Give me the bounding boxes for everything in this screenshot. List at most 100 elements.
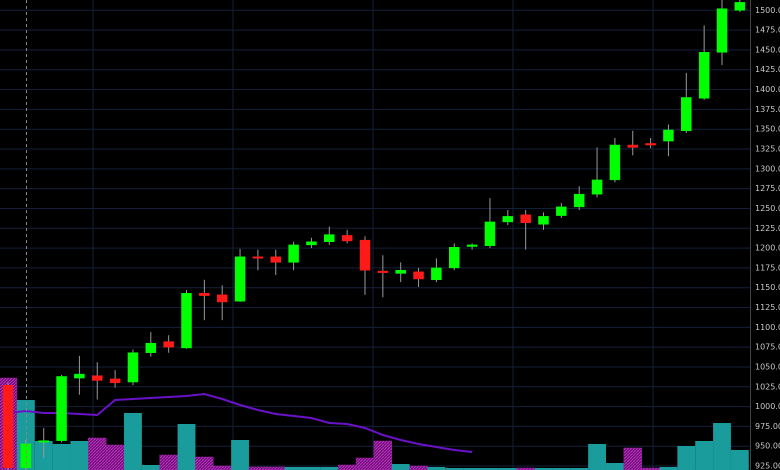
candle-body: [538, 216, 549, 225]
volume-bar: [337, 464, 357, 470]
y-tick-label: 925.00: [755, 462, 780, 470]
volume-bar: [481, 468, 499, 470]
volume-bar: [605, 463, 624, 470]
y-tick-label: 1500.00: [755, 6, 780, 15]
y-tick-label: 1475.00: [755, 26, 780, 35]
candle-body: [306, 241, 317, 246]
y-tick-label: 1350.00: [755, 125, 780, 134]
y-tick-label: 1325.00: [755, 145, 780, 154]
candle-body: [698, 52, 710, 99]
y-tick-label: 1275.00: [755, 184, 780, 193]
y-tick-label: 1375.00: [755, 105, 780, 114]
y-tick-label: 1200.00: [755, 244, 780, 253]
volume-bar: [159, 454, 178, 470]
candle-body: [466, 244, 478, 247]
candle-body: [163, 341, 174, 348]
candle-body: [484, 221, 496, 246]
volume-bar: [463, 468, 482, 470]
volume-average-line: [7, 392, 473, 453]
volume-bar: [52, 444, 71, 470]
candle-body: [431, 267, 442, 281]
candle-body: [199, 293, 210, 296]
y-tick-label: 1100.00: [755, 323, 780, 332]
candle-body: [20, 443, 32, 468]
volume-bar: [391, 464, 410, 470]
y-tick-label: 1125.00: [755, 303, 780, 312]
volume-bar: [141, 465, 160, 470]
candle-body: [109, 378, 121, 384]
volume-bar: [355, 457, 375, 470]
y-tick-label: 1000.00: [755, 402, 780, 411]
y-tick-label: 1450.00: [755, 45, 780, 54]
y-tick-label: 1050.00: [755, 362, 780, 371]
volume-bar: [213, 465, 232, 470]
candle-body: [377, 270, 389, 273]
candle-body: [627, 144, 638, 148]
volume-bar: [570, 468, 589, 470]
y-tick-label: 1075.00: [755, 343, 780, 352]
candle-body: [449, 247, 460, 269]
candle-body: [395, 270, 406, 274]
candle-body: [502, 216, 514, 223]
candle-body: [145, 342, 157, 353]
y-tick-label: 1150.00: [755, 283, 780, 292]
candle-body: [734, 2, 746, 11]
volume-bar: [284, 467, 303, 470]
candle-body: [573, 193, 585, 208]
volume-bar: [552, 468, 571, 470]
volume-bar: [713, 423, 731, 470]
candle-body: [663, 129, 674, 142]
candle-body: [359, 239, 371, 271]
candle-body: [288, 244, 299, 263]
candle-body: [181, 293, 192, 349]
volume-bar: [70, 441, 89, 470]
volume-bar: [124, 413, 142, 470]
candle-body: [2, 384, 14, 468]
volume-bar: [88, 437, 107, 470]
y-tick-label: 975.00: [755, 422, 780, 431]
candle-body: [556, 206, 567, 216]
candle-body: [92, 375, 103, 381]
candle-body: [591, 179, 603, 195]
candle-body: [56, 376, 67, 441]
plot-area: [0, 0, 750, 470]
y-tick-label: 950.00: [755, 442, 780, 451]
volume-bar: [677, 446, 696, 470]
volume-bar: [623, 447, 642, 470]
volume-bar: [659, 467, 678, 470]
y-tick-label: 1025.00: [755, 382, 780, 391]
volume-bar: [730, 450, 749, 470]
candle-body: [716, 8, 728, 53]
y-tick-label: 1300.00: [755, 164, 780, 173]
candle-body: [609, 144, 621, 181]
volume-bar: [641, 467, 660, 470]
y-axis: 925.00 950.00 975.00 1000.00 1025.00 1050.00 1…: [755, 6, 780, 470]
candle-body: [413, 271, 424, 280]
volume-bar: [302, 467, 321, 470]
volume-bar: [516, 467, 535, 470]
candle-body: [234, 256, 246, 302]
candle-body: [216, 294, 228, 303]
volume-bar: [427, 467, 446, 470]
candle-body: [645, 143, 656, 146]
candle-body: [38, 440, 49, 443]
volume-bar: [445, 468, 464, 470]
candle-body: [252, 256, 264, 259]
volume-bar: [695, 441, 714, 470]
candle-body: [74, 373, 85, 379]
volume-bar: [498, 468, 517, 470]
candle-body: [127, 352, 139, 383]
volume-bar: [588, 444, 606, 470]
volume-bar: [231, 440, 249, 470]
candle-body: [324, 234, 335, 242]
y-tick-label: 1400.00: [755, 85, 780, 94]
volume-bar: [534, 468, 553, 470]
volume-bar: [105, 444, 125, 470]
candle-body: [520, 214, 531, 223]
volume-bar: [195, 456, 214, 470]
volume-bar: [373, 440, 393, 470]
volume-bar: [320, 467, 339, 470]
candle-body: [270, 256, 281, 263]
